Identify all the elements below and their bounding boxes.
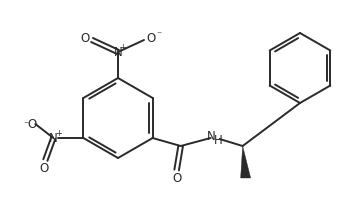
Text: O: O — [172, 173, 181, 185]
Text: H: H — [214, 134, 223, 146]
Text: ⁻: ⁻ — [24, 120, 29, 130]
Text: ⁻: ⁻ — [157, 30, 162, 40]
Text: +: + — [119, 44, 126, 53]
Polygon shape — [241, 146, 251, 178]
Text: O: O — [146, 32, 156, 46]
Text: N: N — [114, 46, 122, 59]
Text: N: N — [49, 132, 58, 144]
Text: +: + — [55, 130, 62, 139]
Text: O: O — [28, 118, 37, 132]
Text: O: O — [40, 162, 49, 175]
Text: N: N — [207, 131, 216, 143]
Text: O: O — [80, 32, 90, 46]
